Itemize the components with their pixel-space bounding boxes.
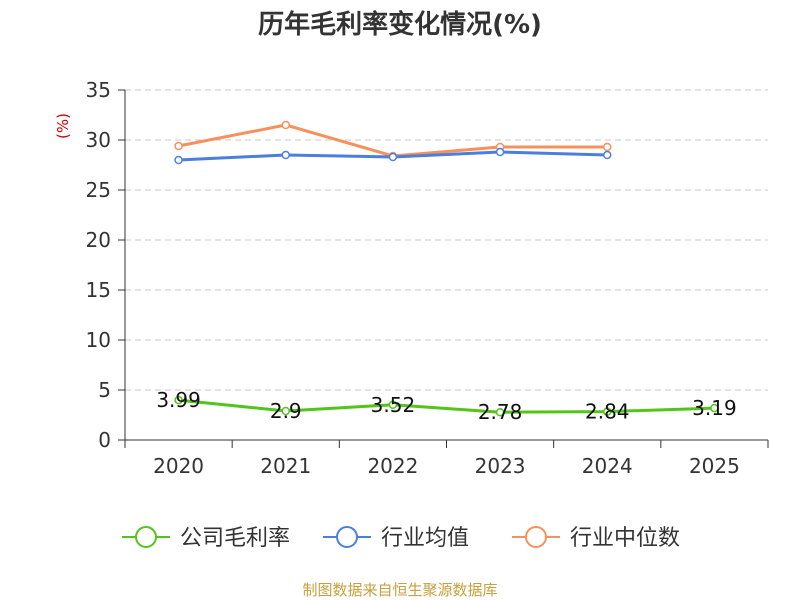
data-label: 3.99 — [156, 388, 201, 412]
x-tick-label: 2023 — [475, 454, 526, 478]
y-axis-unit: (%) — [54, 113, 72, 139]
data-point — [388, 400, 398, 410]
source-note: 制图数据来自恒生聚源数据库 — [302, 581, 497, 599]
data-point — [603, 150, 612, 160]
x-tick-label: 2020 — [153, 454, 204, 478]
y-tick-label: 15 — [86, 278, 111, 302]
data-labels: 3.99 2.9 3.52 2.78 2.84 3.19 — [156, 388, 736, 424]
data-label: 2.9 — [270, 399, 302, 423]
y-tick-label: 30 — [86, 128, 111, 152]
y-tick-label: 0 — [98, 428, 111, 452]
data-point — [495, 407, 505, 417]
legend-label: 公司毛利率 — [180, 526, 290, 551]
data-point — [603, 142, 612, 152]
series-line — [178, 123, 608, 158]
y-tick-label: 5 — [98, 378, 111, 402]
data-point — [603, 407, 612, 416]
series-line — [178, 398, 715, 414]
data-point — [388, 152, 398, 162]
data-point — [174, 155, 183, 165]
data-label: 2.84 — [585, 400, 630, 424]
y-tick-label: 10 — [86, 328, 111, 352]
data-point — [174, 395, 183, 405]
data-label: 3.52 — [371, 393, 416, 417]
data-point — [495, 147, 505, 157]
data-label: 3.19 — [692, 396, 737, 420]
x-tick-label: 2021 — [260, 454, 311, 478]
y-tick-label: 20 — [86, 228, 111, 252]
y-tick-label: 25 — [86, 178, 111, 202]
legend-label: 行业均值 — [381, 526, 469, 551]
legend-label: 行业中位数 — [570, 526, 680, 551]
data-point — [281, 406, 290, 416]
legend-marker — [525, 526, 547, 548]
legend-marker — [135, 526, 157, 548]
data-point — [174, 141, 183, 151]
x-tick-label: 2025 — [689, 454, 740, 478]
y-tick-label: 35 — [86, 78, 111, 102]
data-point — [710, 403, 719, 413]
data-point — [281, 150, 290, 160]
x-tick-label: 2024 — [582, 454, 633, 478]
x-tick-label: 2022 — [367, 454, 418, 478]
series-group — [174, 120, 719, 417]
legend: 公司毛利率 行业均值 行业中位数 — [122, 526, 680, 551]
legend-marker — [336, 526, 358, 548]
gridlines — [125, 89, 768, 391]
chart-title: 历年毛利率变化情况(%) — [258, 9, 542, 40]
data-point — [281, 120, 290, 130]
data-label: 2.78 — [478, 400, 523, 424]
